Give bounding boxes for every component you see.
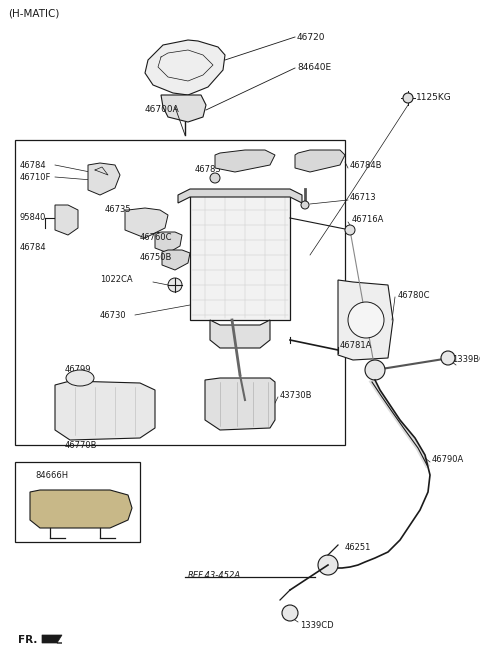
Circle shape: [365, 360, 385, 380]
Text: 46720: 46720: [297, 33, 325, 41]
Text: 1339BC: 1339BC: [452, 356, 480, 364]
Text: (H-MATIC): (H-MATIC): [8, 9, 60, 19]
Text: 46750B: 46750B: [140, 253, 172, 263]
Circle shape: [345, 225, 355, 235]
Text: 43730B: 43730B: [280, 390, 312, 400]
Text: 46738C: 46738C: [235, 159, 268, 167]
Bar: [15, 140, 345, 445]
Text: 46783: 46783: [195, 165, 222, 175]
Polygon shape: [30, 490, 132, 528]
Text: 46781A: 46781A: [340, 340, 372, 350]
Text: REF.43-452A: REF.43-452A: [188, 570, 241, 580]
Polygon shape: [215, 150, 275, 172]
Text: 46710F: 46710F: [20, 173, 51, 181]
Text: 46770B: 46770B: [65, 440, 97, 450]
Text: 84640E: 84640E: [297, 63, 331, 73]
Polygon shape: [161, 95, 206, 122]
Text: 46700A: 46700A: [145, 105, 180, 115]
Text: 1022CA: 1022CA: [100, 275, 132, 285]
Polygon shape: [162, 250, 190, 270]
Polygon shape: [295, 150, 345, 172]
Polygon shape: [55, 381, 155, 440]
Text: 84666H: 84666H: [35, 470, 68, 480]
Circle shape: [403, 93, 413, 103]
Text: 46784: 46784: [20, 161, 47, 169]
Text: 1125KG: 1125KG: [416, 93, 452, 103]
Text: 46799: 46799: [65, 366, 92, 374]
Circle shape: [441, 351, 455, 365]
Polygon shape: [210, 320, 270, 348]
Text: 1339CD: 1339CD: [300, 620, 334, 630]
Circle shape: [301, 201, 309, 209]
Text: 46760C: 46760C: [140, 233, 172, 243]
Text: FR.: FR.: [18, 635, 37, 645]
Circle shape: [348, 302, 384, 338]
Circle shape: [318, 555, 338, 575]
Ellipse shape: [66, 370, 94, 386]
Circle shape: [282, 605, 298, 621]
Polygon shape: [178, 189, 302, 203]
Text: 46784: 46784: [20, 243, 47, 253]
Polygon shape: [205, 378, 275, 430]
Polygon shape: [145, 40, 225, 95]
Text: 46251: 46251: [345, 544, 372, 552]
Text: 46784B: 46784B: [350, 161, 383, 169]
Text: 46790A: 46790A: [432, 456, 464, 464]
Circle shape: [168, 278, 182, 292]
Polygon shape: [55, 205, 78, 235]
Polygon shape: [190, 195, 290, 320]
Bar: [15, 462, 140, 542]
Polygon shape: [42, 635, 62, 643]
Polygon shape: [125, 208, 168, 238]
Circle shape: [210, 173, 220, 183]
Text: 46730: 46730: [100, 311, 127, 319]
Polygon shape: [155, 232, 182, 253]
Text: 95840: 95840: [20, 213, 47, 223]
Text: 46780C: 46780C: [398, 291, 431, 299]
Text: 46716A: 46716A: [352, 215, 384, 225]
Text: 46735: 46735: [105, 205, 132, 215]
Polygon shape: [338, 280, 393, 360]
Polygon shape: [88, 163, 120, 195]
Text: 46713: 46713: [350, 193, 377, 203]
